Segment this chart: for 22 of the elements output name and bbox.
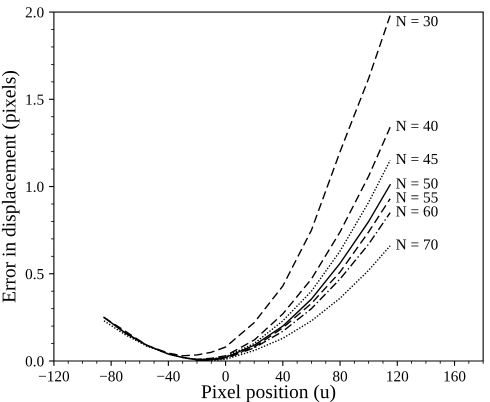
series-label: N = 45: [396, 154, 438, 164]
x-tick-label: −40: [157, 371, 180, 382]
series-label: N = 70: [396, 239, 438, 250]
x-tick-label: 80: [333, 371, 348, 382]
y-tick-label: 0.5: [26, 268, 44, 280]
x-tick-label: −80: [100, 371, 122, 382]
x-tick-label: −120: [38, 371, 70, 382]
series-label: N = 55: [396, 192, 438, 203]
series-label: N = 30: [396, 16, 438, 26]
y-tick-label: 1.5: [26, 94, 44, 105]
x-axis-title: Pixel position (u): [202, 384, 336, 402]
x-tick-label: 160: [444, 371, 466, 382]
y-axis-title: Error in displacement (pixels): [2, 71, 20, 302]
x-tick-label: 40: [275, 371, 290, 382]
y-tick-label: 0.0: [26, 356, 44, 367]
series-label: N = 50: [396, 178, 438, 189]
x-tick-label: 0: [222, 371, 229, 382]
y-tick-label: 1.0: [26, 182, 44, 192]
series-label: N = 40: [396, 120, 438, 132]
x-tick-label: 120: [387, 371, 408, 382]
series-label: N = 60: [396, 206, 438, 217]
y-tick-label: 2.0: [26, 7, 44, 18]
